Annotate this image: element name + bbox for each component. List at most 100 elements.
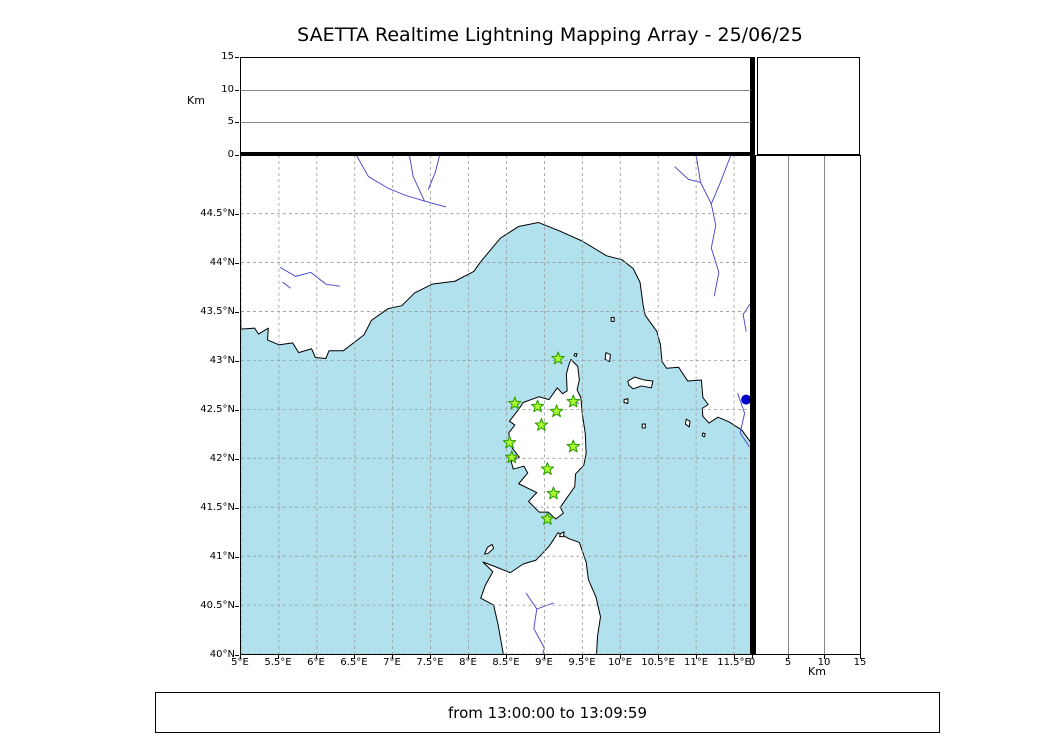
alt-bottom-tickmark [752,655,753,659]
landmass [604,352,611,362]
lon-tickmark [240,655,241,659]
alt-bottom-tick-label: 5 [784,657,792,668]
station-star-icon [551,351,565,365]
landmass [480,532,601,654]
landmass [684,418,691,428]
lon-tickmark [316,655,317,659]
alt-bottom-tick-label: 0 [748,657,756,668]
alt-gridline [788,156,789,654]
river [742,301,752,332]
landmass [573,353,578,358]
lon-tick-label: 11°E [683,657,709,668]
lon-tick-label: 10.5°E [641,657,675,668]
histogram-panel [757,57,860,155]
lon-tickmark [430,655,431,659]
lon-tick-label: 11.5°E [717,657,751,668]
alt-left-tickmark [235,122,239,123]
map-svg [241,155,752,654]
alt-bottom-tickmark [860,655,861,659]
lon-tick-label: 5°E [231,657,249,668]
altitude-axis-label-bottom: Km [808,665,826,678]
lon-tickmark [582,655,583,659]
station-star-icon [508,396,522,410]
lat-tickmark [235,508,239,509]
river [427,155,441,190]
alt-gridline [241,122,751,123]
landmass [623,398,629,405]
river [710,155,732,205]
lat-tickmark [235,459,239,460]
lat-tick-label: 44°N [209,257,235,268]
page-title: SAETTA Realtime Lightning Mapping Array … [297,24,803,46]
lat-tick-label: 40°N [209,649,235,660]
lat-tick-label: 41.5°N [200,502,235,513]
river [282,281,291,289]
lat-tickmark [235,312,239,313]
alt-bottom-tickmark [788,655,789,659]
lon-tick-label: 10°E [607,657,633,668]
station-star-icon [566,394,580,408]
landmass [701,432,706,438]
altitude-longitude-panel [240,57,752,155]
lon-tick-label: 9.5°E [568,657,596,668]
landmass [627,376,654,390]
lat-tick-label: 42°N [209,453,235,464]
river [525,592,545,654]
lat-tick-label: 44.5°N [200,208,235,219]
landmass [241,155,752,445]
time-range-box: from 13:00:00 to 13:09:59 [155,692,940,733]
lon-tick-label: 8°E [459,657,477,668]
lon-tick-label: 5.5°E [264,657,292,668]
station-star-icon [502,435,517,449]
lon-tickmark [278,655,279,659]
sensor-dot-icon [741,394,752,405]
time-range-text: from 13:00:00 to 13:09:59 [447,703,647,722]
lon-tickmark [392,655,393,659]
map-panel [240,155,752,655]
lon-tick-label: 7.5°E [416,657,444,668]
lat-tickmark [235,214,239,215]
lat-tickmark [235,361,239,362]
lon-tick-label: 9°E [535,657,553,668]
station-star-icon [546,486,561,500]
lat-tick-label: 43°N [209,355,235,366]
alt-left-tick-label: 0 [227,149,234,160]
alt-bottom-tick-label: 10 [817,657,831,668]
lon-tickmark [354,655,355,659]
lat-tick-label: 41°N [209,551,235,562]
alt-gridline [241,90,751,91]
panel-separator-vertical [750,57,755,655]
alt-bottom-tickmark [824,655,825,659]
alt-left-tick-label: 15 [221,51,234,62]
lon-tick-label: 8.5°E [492,657,520,668]
alt-left-tick-label: 10 [221,84,234,95]
alt-left-tickmark [235,90,239,91]
station-star-icon [540,511,555,525]
station-star-icon [549,404,564,418]
river [408,155,425,202]
lat-tickmark [235,606,239,607]
station-star-icon [540,462,555,475]
lon-tickmark [468,655,469,659]
alt-bottom-tick-label: 15 [853,657,867,668]
lon-tickmark [544,655,545,659]
lon-tickmark [658,655,659,659]
lon-tickmark [734,655,735,659]
river [674,166,702,183]
lon-tick-label: 6.5°E [340,657,368,668]
lon-tickmark [620,655,621,659]
landmass [641,423,646,429]
lat-tick-label: 40.5°N [200,600,235,611]
station-star-icon [534,418,549,431]
lon-tick-label: 7°E [383,657,401,668]
river [279,267,341,287]
lon-tickmark [696,655,697,659]
lat-tickmark [235,557,239,558]
station-star-icon [566,439,580,453]
lon-tick-label: 6°E [307,657,325,668]
river [536,602,554,610]
station-star-icon [505,450,519,464]
alt-left-tickmark [235,155,239,156]
lat-tick-label: 43.5°N [200,306,235,317]
